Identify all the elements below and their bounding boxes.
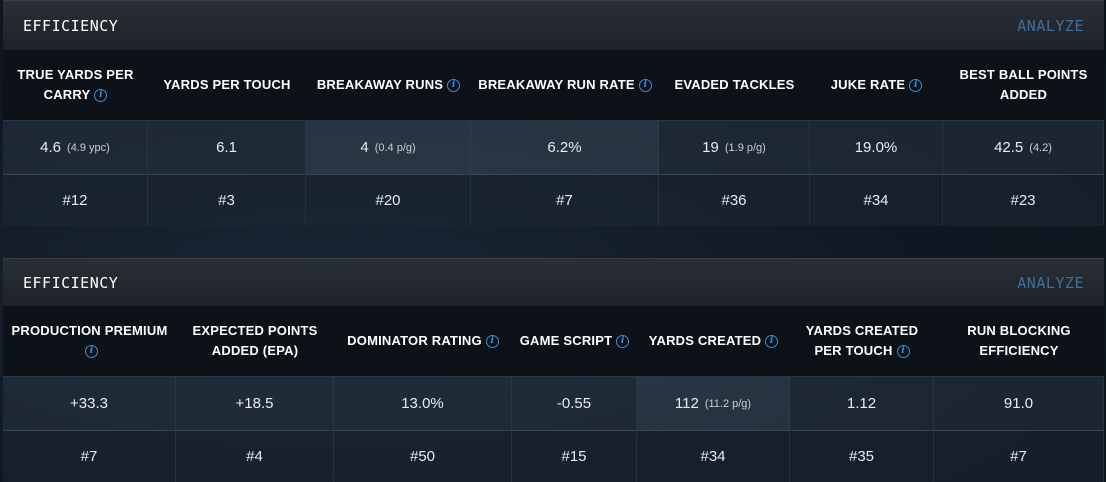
rank-cell: #15	[512, 430, 637, 482]
value-cell: 4 (0.4 p/g)	[306, 120, 471, 174]
value-cell: 19.0%	[810, 120, 943, 174]
column-label: YARDS PER TOUCH	[163, 77, 291, 92]
column-label: DOMINATOR RATING	[347, 333, 482, 348]
rank-cell: #34	[637, 430, 790, 482]
column-header-true-yards-per-carry: TRUE YARDS PER CARRY i	[3, 50, 148, 120]
info-icon[interactable]: i	[447, 79, 461, 92]
info-icon[interactable]: i	[85, 345, 98, 358]
value-cell: 6.2%	[471, 120, 659, 174]
rank-cell: #35	[790, 430, 934, 482]
panel-header: EFFICIENCY ANALYZE	[3, 258, 1104, 306]
value-cell: +33.3	[3, 376, 176, 430]
value-cell: 112 (11.2 p/g)	[637, 376, 790, 430]
stat-sub-value: (11.2 p/g)	[704, 397, 752, 410]
rank-cell: #7	[934, 430, 1104, 482]
value-cell: 19 (1.9 p/g)	[659, 120, 810, 174]
stat-value: 6.2%	[547, 139, 582, 156]
panel-header: EFFICIENCY ANALYZE	[3, 0, 1104, 50]
rank-cell: #7	[471, 174, 659, 226]
column-label: JUKE RATE	[830, 77, 906, 92]
column-header-yards-per-touch: YARDS PER TOUCH	[148, 50, 306, 120]
rank-cell: #7	[3, 430, 176, 482]
stat-value: 91.0	[1003, 395, 1034, 412]
value-cell: 42.5 (4.2)	[943, 120, 1104, 174]
rank-cell: #20	[306, 174, 471, 226]
column-header-dominator-rating: DOMINATOR RATING i	[334, 306, 512, 376]
value-cell: 91.0	[934, 376, 1104, 430]
stat-value: 4.6	[40, 139, 62, 156]
stats-table: PRODUCTION PREMIUM i EXPECTED POINTS ADDE…	[3, 306, 1104, 482]
stats-table: TRUE YARDS PER CARRY i YARDS PER TOUCH BR…	[3, 50, 1104, 226]
info-icon[interactable]: i	[616, 335, 630, 348]
info-icon[interactable]: i	[638, 79, 652, 92]
column-header-evaded-tackles: EVADED TACKLES	[659, 50, 810, 120]
column-label: GAME SCRIPT	[519, 333, 613, 348]
value-cell: -0.55	[512, 376, 637, 430]
column-label: EVADED TACKLES	[674, 77, 795, 92]
column-label: BREAKAWAY RUNS	[316, 77, 444, 92]
column-header-yards-created: YARDS CREATED i	[637, 306, 790, 376]
column-label: BREAKAWAY RUN RATE	[478, 77, 635, 92]
column-label: YARDS CREATED PER TOUCH	[805, 323, 919, 358]
column-label: YARDS CREATED	[648, 333, 762, 348]
value-cell: 6.1	[148, 120, 306, 174]
stat-value: 4	[360, 139, 369, 156]
column-label: BEST BALL POINTS ADDED	[959, 67, 1088, 102]
value-cell: 13.0%	[334, 376, 512, 430]
rank-cell: #50	[334, 430, 512, 482]
info-icon[interactable]: i	[94, 89, 108, 102]
column-label: EXPECTED POINTS ADDED (EPA)	[192, 323, 318, 358]
column-label: PRODUCTION PREMIUM	[11, 323, 168, 338]
stat-value: +33.3	[70, 395, 108, 412]
column-header-production-premium: PRODUCTION PREMIUM i	[3, 306, 176, 376]
stat-sub-value: (4.2)	[1029, 141, 1052, 154]
stat-sub-value: (4.9 ypc)	[67, 141, 110, 154]
stat-value: -0.55	[556, 395, 592, 412]
efficiency-panel-1: EFFICIENCY ANALYZE TRUE YARDS PER CARRY i…	[3, 0, 1104, 228]
column-label: RUN BLOCKING EFFICIENCY	[967, 323, 1071, 358]
rank-cell: #12	[3, 174, 148, 226]
rank-cell: #4	[176, 430, 334, 482]
column-header-breakaway-runs: BREAKAWAY RUNS i	[306, 50, 471, 120]
stat-sub-value: (0.4 p/g)	[374, 141, 416, 154]
rank-cell: #34	[810, 174, 943, 226]
analyze-button[interactable]: ANALYZE	[1017, 16, 1084, 35]
value-cell: 4.6 (4.9 ypc)	[3, 120, 148, 174]
column-header-breakaway-run-rate: BREAKAWAY RUN RATE i	[471, 50, 659, 120]
value-cell: 1.12	[790, 376, 934, 430]
value-cell: +18.5	[176, 376, 334, 430]
rank-cell: #36	[659, 174, 810, 226]
stat-value: 42.5	[994, 139, 1024, 156]
efficiency-panel-2: EFFICIENCY ANALYZE PRODUCTION PREMIUM i E…	[3, 258, 1104, 482]
stat-value: 13.0%	[401, 395, 444, 412]
column-header-yards-created-per-touch: YARDS CREATED PER TOUCH i	[790, 306, 934, 376]
analyze-button[interactable]: ANALYZE	[1017, 273, 1084, 292]
stat-value: 19.0%	[854, 139, 898, 156]
rank-cell: #23	[943, 174, 1104, 226]
panel-title: EFFICIENCY	[23, 16, 119, 35]
stat-value: 6.1	[216, 139, 237, 156]
column-header-juke-rate: JUKE RATE i	[810, 50, 943, 120]
column-header-run-blocking-efficiency: RUN BLOCKING EFFICIENCY	[934, 306, 1104, 376]
panel-title: EFFICIENCY	[23, 273, 119, 292]
info-icon[interactable]: i	[896, 345, 910, 358]
stat-value: 112	[674, 395, 699, 412]
column-header-game-script: GAME SCRIPT i	[512, 306, 637, 376]
info-icon[interactable]: i	[765, 335, 779, 348]
stat-value: 19	[702, 139, 719, 156]
column-header-expected-points-added: EXPECTED POINTS ADDED (EPA)	[176, 306, 334, 376]
column-header-best-ball-points-added: BEST BALL POINTS ADDED	[943, 50, 1104, 120]
info-icon[interactable]: i	[909, 79, 923, 92]
rank-cell: #3	[148, 174, 306, 226]
column-label: TRUE YARDS PER CARRY	[17, 67, 134, 102]
info-icon[interactable]: i	[485, 335, 499, 348]
stat-value: +18.5	[235, 395, 274, 412]
stat-sub-value: (1.9 p/g)	[724, 141, 766, 154]
stat-value: 1.12	[846, 395, 877, 412]
